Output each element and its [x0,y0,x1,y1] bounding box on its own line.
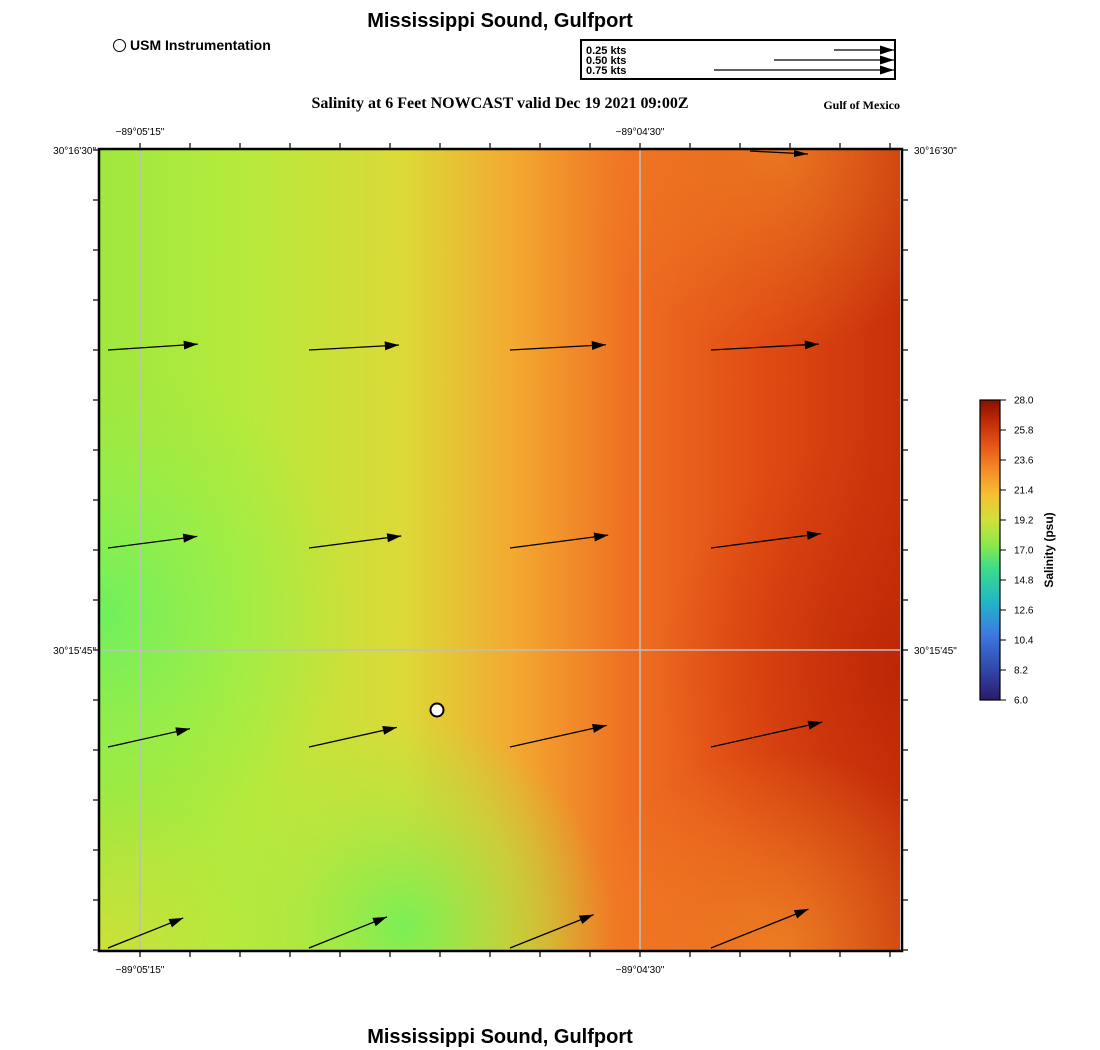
current-arrow-r3-c3 [509,724,607,748]
colorbar-tick-label: 10.4 [1014,636,1034,647]
current-arrow-r4-c1 [107,917,184,949]
current-arrow-r3-c1 [107,727,191,748]
x-tick-label-bottom-2: −89°04'30" [616,965,665,976]
footer-title: Mississippi Sound, Gulfport [367,1026,633,1048]
vector-scale-label-050: 0.50 kts [586,55,626,67]
current-arrow-r4-c4 [710,908,809,949]
graticule [100,150,900,950]
station-legend: USM Instrumentation [113,37,271,53]
colorbar-tick-label: 14.8 [1014,576,1034,587]
current-arrow-r4-c3 [509,914,594,949]
region-label: Gulf of Mexico [823,98,900,112]
colorbar-scale [979,399,1001,701]
x-tick-label-top-2: −89°04'30" [616,127,665,138]
y-tick-label-right-1: 30°16'30" [914,146,957,157]
x-tick-label-top-1: −89°05'15" [116,127,165,138]
current-arrow-r2-c4 [710,530,822,549]
station-legend-label: USM Instrumentation [130,37,271,53]
map-frame [93,143,908,957]
scale-arrow-2 [774,55,894,65]
vector-scale-legend: 0.25 kts 0.50 kts 0.75 kts [580,39,896,80]
salinity-map: −89°05'15" −89°04'30" −89°05'15" −89°04'… [53,127,957,976]
station-marker-icon [113,38,126,52]
map-subtitle: Salinity at 6 Feet NOWCAST valid Dec 19 … [311,95,689,112]
y-tick-label-right-2: 30°15'45" [914,646,957,657]
current-arrow-r1-c1 [107,340,198,351]
current-arrow-r1-c4 [710,340,819,351]
colorbar-tick-label: 21.4 [1014,486,1034,497]
salinity-colorbar: 28.0 25.8 23.6 21.4 19.2 17.0 14.8 12.6 10.4 8.2 6… [979,396,1056,707]
y-tick-label-left-1: 30°16'30" [53,146,96,157]
colorbar-tick-label: 17.0 [1014,546,1034,557]
vector-scale-label-025: 0.25 kts [586,45,626,57]
current-vectors [107,150,823,949]
colorbar-tick-label: 6.0 [1014,696,1028,707]
current-arrow-top-edge [749,150,809,157]
usm-station-marker[interactable] [429,702,445,718]
colorbar-tick-label: 23.6 [1014,456,1034,467]
salinity-field [100,150,900,950]
colorbar-tick-label: 8.2 [1014,666,1028,677]
x-tick-label-bottom-1: −89°05'15" [116,965,165,976]
colorbar-tick-label: 28.0 [1014,396,1034,407]
vector-scale-arrows [714,45,894,75]
scale-arrow-1 [834,45,894,55]
current-arrow-r3-c2 [308,726,397,748]
current-arrow-r1-c2 [308,341,399,351]
colorbar-tick-label: 12.6 [1014,606,1034,617]
colorbar-ticks: 28.0 25.8 23.6 21.4 19.2 17.0 14.8 12.6 10.4 8.2 6… [1000,396,1034,707]
colorbar-title: Salinity (psu) [1042,512,1056,587]
y-tick-label-left-2: 30°15'45" [53,646,96,657]
current-arrow-r3-c4 [710,720,823,748]
axis-labels: −89°05'15" −89°04'30" −89°05'15" −89°04'… [53,127,957,976]
current-arrow-r4-c2 [308,916,388,949]
current-arrow-r2-c1 [107,533,198,549]
scale-arrow-3 [714,65,894,75]
current-arrow-r1-c3 [509,340,606,351]
vector-scale-label-075: 0.75 kts [586,65,626,77]
current-arrow-r2-c2 [308,533,402,549]
current-arrow-r2-c3 [509,532,609,549]
map-title: Mississippi Sound, Gulfport [367,10,633,32]
colorbar-tick-label: 19.2 [1014,516,1034,527]
colorbar-tick-label: 25.8 [1014,426,1034,437]
